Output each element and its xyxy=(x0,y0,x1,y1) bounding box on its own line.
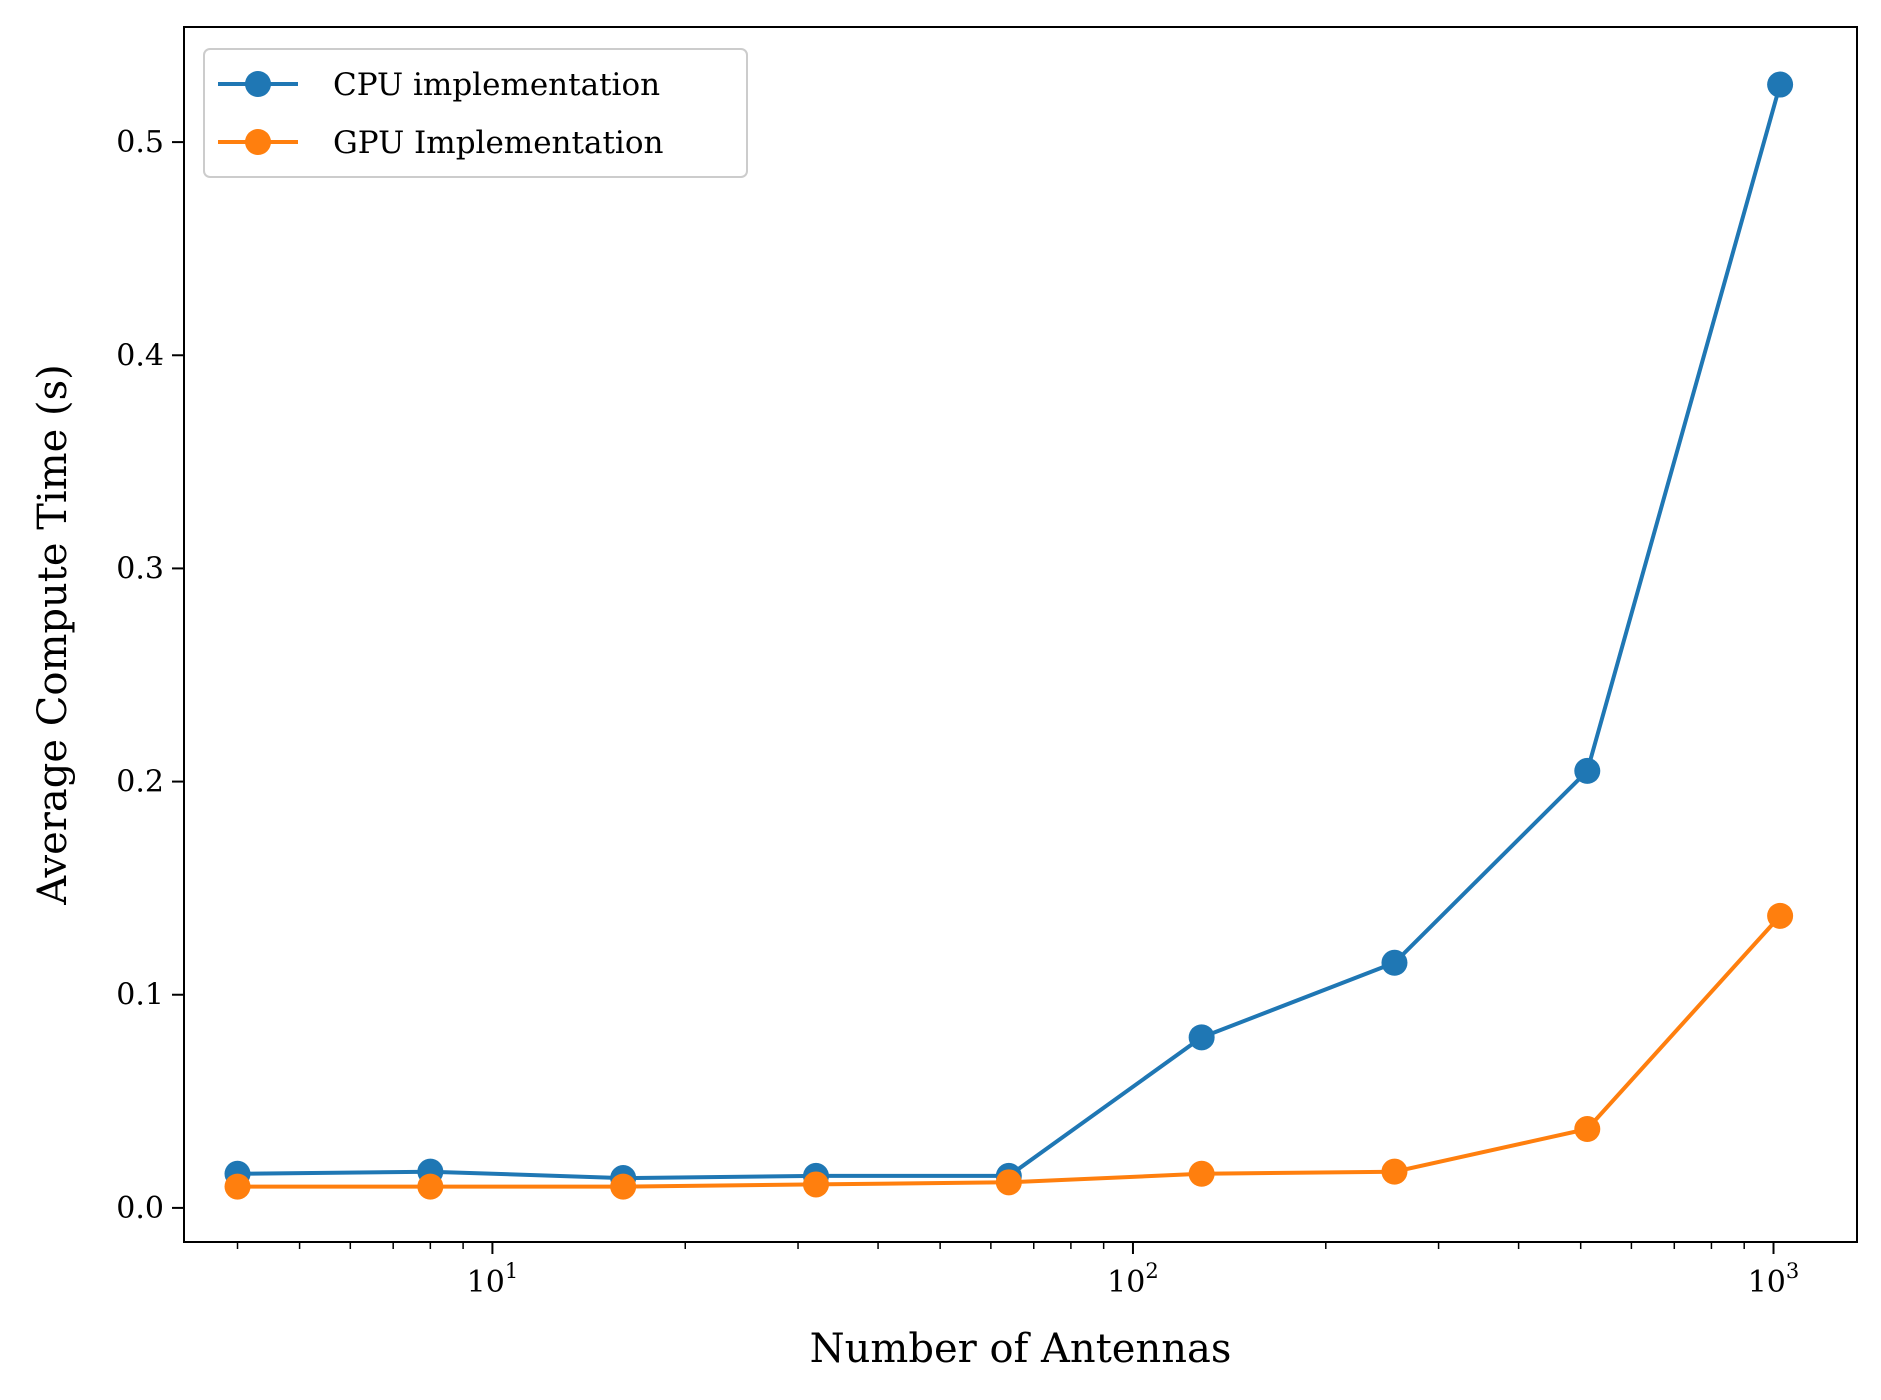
legend-box xyxy=(203,48,748,178)
data-point xyxy=(995,1169,1022,1196)
data-point xyxy=(1188,1160,1215,1187)
data-point xyxy=(1381,1158,1408,1185)
legend-label: GPU Implementation xyxy=(333,125,663,161)
y-tick-label: 0.4 xyxy=(116,338,164,373)
legend-marker xyxy=(245,71,271,97)
x-axis: 101 102 103 xyxy=(236,1242,1800,1300)
legend-label: CPU implementation xyxy=(333,67,660,103)
series-cpu-implementation xyxy=(224,71,1794,1192)
data-point xyxy=(224,1173,251,1200)
legend-item: GPU Implementation xyxy=(218,125,663,161)
series-layer xyxy=(224,71,1794,1200)
data-point xyxy=(1767,71,1794,98)
y-tick-label: 0.3 xyxy=(116,551,164,586)
data-point xyxy=(1188,1024,1215,1051)
x-tick-label: 103 xyxy=(1748,1259,1800,1300)
data-point xyxy=(1381,949,1408,976)
data-point xyxy=(802,1171,829,1198)
x-tick-label: 101 xyxy=(467,1259,519,1300)
data-point xyxy=(417,1173,444,1200)
series-line xyxy=(237,914,1782,1189)
legend-item: CPU implementation xyxy=(218,67,660,103)
y-tick-label: 0.0 xyxy=(116,1191,164,1226)
data-point xyxy=(1574,757,1601,784)
plot-area xyxy=(183,26,1858,1243)
series-gpu-implementation xyxy=(224,902,1794,1200)
legend-marker xyxy=(245,129,271,155)
x-axis-label: Number of Antennas xyxy=(810,1326,1232,1372)
x-tick-label: 102 xyxy=(1107,1259,1159,1300)
data-point xyxy=(1574,1116,1601,1143)
y-axis-label: Average Compute Time (s) xyxy=(30,364,76,905)
legend: CPU implementation GPU Implementation xyxy=(203,48,748,178)
y-tick-label: 0.5 xyxy=(116,125,164,160)
y-tick-label: 0.1 xyxy=(116,978,164,1013)
y-tick-label: 0.2 xyxy=(116,765,164,800)
data-point xyxy=(610,1173,637,1200)
y-axis: 0.0 0.1 0.2 0.3 0.4 0.5 xyxy=(116,125,184,1226)
data-point xyxy=(1767,902,1794,929)
series-line xyxy=(237,84,1783,1181)
